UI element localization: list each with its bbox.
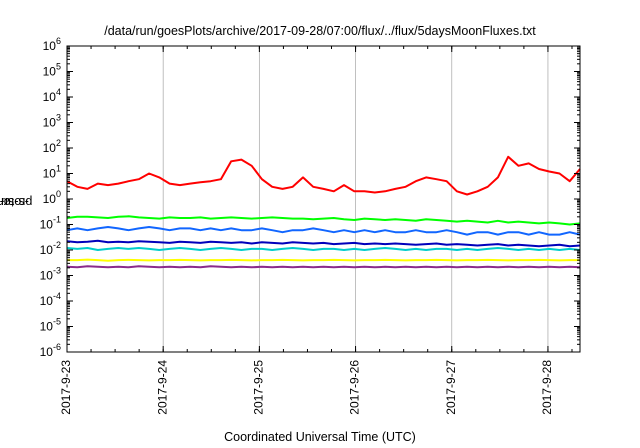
y-tick-label: 102 — [43, 138, 61, 155]
chart-title: /data/run/goesPlots/archive/2017-09-28/0… — [104, 24, 536, 38]
series-line — [66, 226, 581, 236]
y-tick-label: 100 — [43, 189, 61, 206]
y-tick-label: 101 — [43, 164, 61, 181]
y-tick-label: 10-2 — [40, 240, 61, 257]
series-lines — [66, 155, 581, 269]
y-tick-label: 104 — [43, 87, 61, 104]
plot-frame — [66, 45, 581, 353]
y-tick-label: 106 — [43, 36, 61, 53]
y-label-rest: -s-sr-MeV — [0, 195, 29, 210]
x-tick-label: 2017-9-27 — [444, 360, 458, 415]
x-axis-label: Coordinated Universal Time (UTC) — [224, 430, 416, 444]
series-line — [66, 247, 581, 251]
x-tick-label: 2017-9-24 — [155, 360, 169, 415]
grid-lines — [66, 46, 549, 352]
x-tick-label: 2017-9-23 — [59, 360, 73, 415]
series-line — [67, 258, 580, 262]
y-tick-label: 10-1 — [40, 215, 61, 232]
y-axis-label: protons/cm2-s-sr-MeV — [0, 195, 32, 209]
y-tick-label: 10-3 — [40, 266, 61, 283]
y-axis: 10-6 10-5 10-4 10-3 10-2 10-1 100 101 102 103 104 1… — [40, 36, 580, 359]
y-tick-label: 105 — [43, 62, 61, 79]
x-tick-label: 2017-9-25 — [252, 360, 266, 415]
series-line — [66, 215, 581, 226]
series-line — [66, 239, 581, 248]
y-tick-label: 10-6 — [40, 342, 61, 359]
x-tick-label: 2017-9-26 — [348, 360, 362, 415]
y-tick-label: 10-5 — [40, 317, 61, 334]
y-tick-label: 10-4 — [40, 291, 61, 308]
x-tick-label: 2017-9-28 — [540, 360, 554, 415]
x-axis: 2017-9-23 2017-9-24 2017-9-25 2017-9-26 2017… — [59, 46, 573, 415]
series-line — [66, 155, 581, 196]
series-line — [66, 265, 581, 269]
y-tick-label: 103 — [43, 113, 61, 130]
